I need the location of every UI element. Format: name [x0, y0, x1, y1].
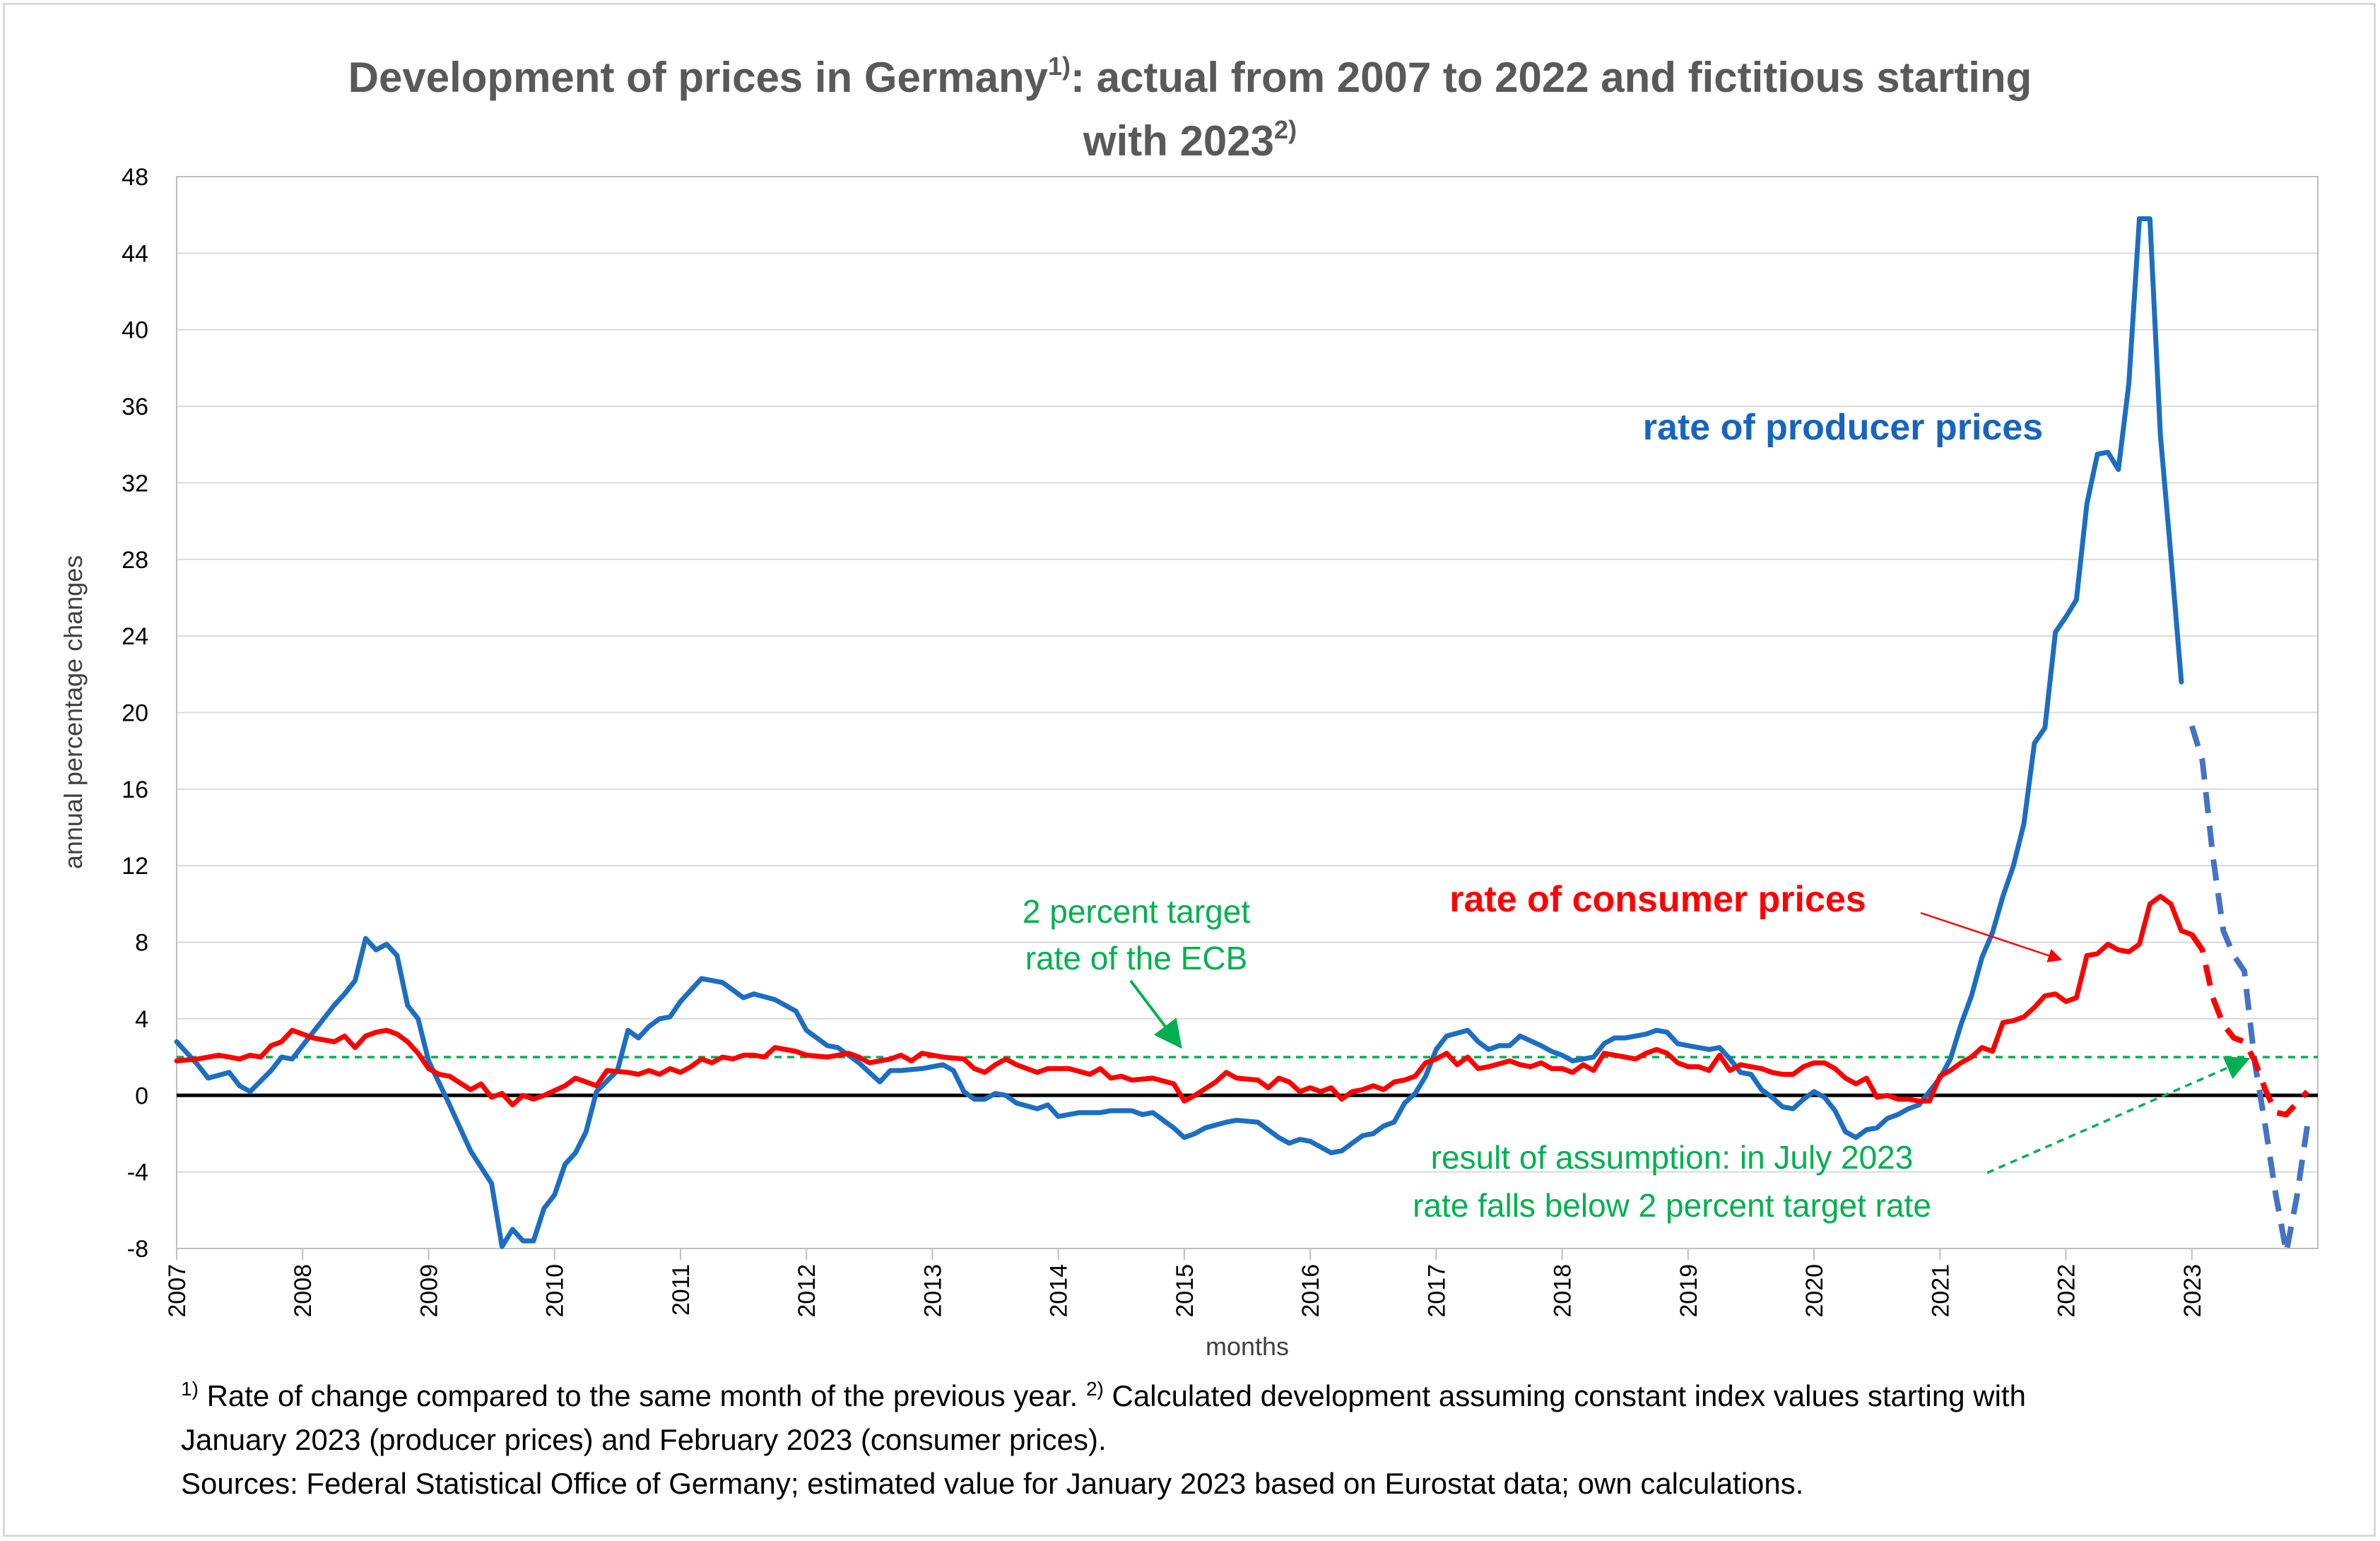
target-label-line1: 2 percent target — [1023, 893, 1250, 930]
consumer-prices-label: rate of consumer prices — [1449, 879, 1866, 920]
plot-area-border — [176, 176, 2319, 1249]
y-tick-label: 24 — [122, 623, 148, 650]
chart-title-line2: with 20232) — [1083, 115, 1297, 165]
y-tick-label: 20 — [122, 700, 148, 727]
y-tick-label: -8 — [127, 1236, 148, 1263]
result-arrow — [1986, 1056, 2251, 1174]
chart-title-line1: Development of prices in Germany1): actu… — [348, 52, 2032, 101]
target-label-line2: rate of the ECB — [1025, 940, 1248, 976]
y-tick-label: 40 — [122, 317, 148, 344]
series-layer — [174, 216, 2311, 1256]
y-tick-label: 28 — [122, 547, 148, 574]
gridlines — [177, 176, 2318, 1249]
y-tick-label: 16 — [122, 777, 148, 803]
footnote-line2: January 2023 (producer prices) and Febru… — [181, 1423, 1107, 1456]
x-tick-label: 2013 — [919, 1264, 946, 1318]
x-tick-label: 2022 — [2054, 1264, 2080, 1318]
footnotes: 1) Rate of change compared to the same m… — [181, 1374, 2336, 1506]
series-line-1 — [2188, 725, 2311, 1256]
x-tick-label: 2017 — [1423, 1264, 1450, 1318]
x-tick-label: 2020 — [1801, 1264, 1828, 1318]
y-tick-label: 12 — [122, 853, 148, 880]
series-line-2 — [174, 894, 2195, 1108]
result-label-line2: rate falls below 2 percent target rate — [1413, 1187, 1931, 1224]
consumer-arrow — [1920, 911, 2063, 962]
x-tick-label: 2011 — [668, 1264, 695, 1316]
y-axis-title: annual percentage changes — [59, 555, 88, 869]
y-tick-label: 36 — [122, 394, 148, 420]
x-tick-label: 2007 — [164, 1264, 191, 1318]
footnote-line1: 1) Rate of change compared to the same m… — [181, 1378, 2026, 1413]
x-tick-label: 2010 — [542, 1264, 569, 1318]
chart-frame — [3, 3, 2376, 1537]
x-tick-label: 2019 — [1675, 1264, 1702, 1318]
producer-prices-label: rate of producer prices — [1643, 407, 2043, 448]
y-tick-label: 4 — [135, 1006, 148, 1033]
footnote-sources: Sources: Federal Statistical Office of G… — [181, 1467, 1804, 1500]
x-axis: 2007 2008 2009 2010 2011 2012 2013 2014 2015 2016… — [164, 1248, 2206, 1318]
series-line-0 — [174, 216, 2184, 1249]
x-tick-label: 2008 — [290, 1264, 317, 1318]
target-arrow — [1129, 979, 1182, 1049]
x-tick-label: 2016 — [1297, 1264, 1324, 1318]
y-tick-label: 8 — [135, 930, 148, 957]
series-line-3 — [2189, 933, 2310, 1118]
x-tick-label: 2012 — [794, 1264, 820, 1318]
y-tick-label: 44 — [122, 240, 148, 267]
x-tick-label: 2023 — [2179, 1264, 2206, 1318]
x-tick-label: 2021 — [1927, 1264, 1954, 1318]
y-tick-label: 32 — [122, 470, 148, 497]
x-axis-title: months — [1206, 1332, 1289, 1361]
y-tick-label: 48 — [122, 164, 148, 191]
x-tick-label: 2009 — [416, 1264, 442, 1318]
x-tick-label: 2015 — [1172, 1264, 1198, 1318]
x-tick-label: 2014 — [1046, 1264, 1073, 1318]
y-tick-label: 0 — [135, 1082, 148, 1109]
x-tick-label: 2018 — [1550, 1264, 1577, 1318]
y-tick-label: -4 — [127, 1159, 148, 1186]
result-label-line1: result of assumption: in July 2023 — [1431, 1139, 1914, 1176]
